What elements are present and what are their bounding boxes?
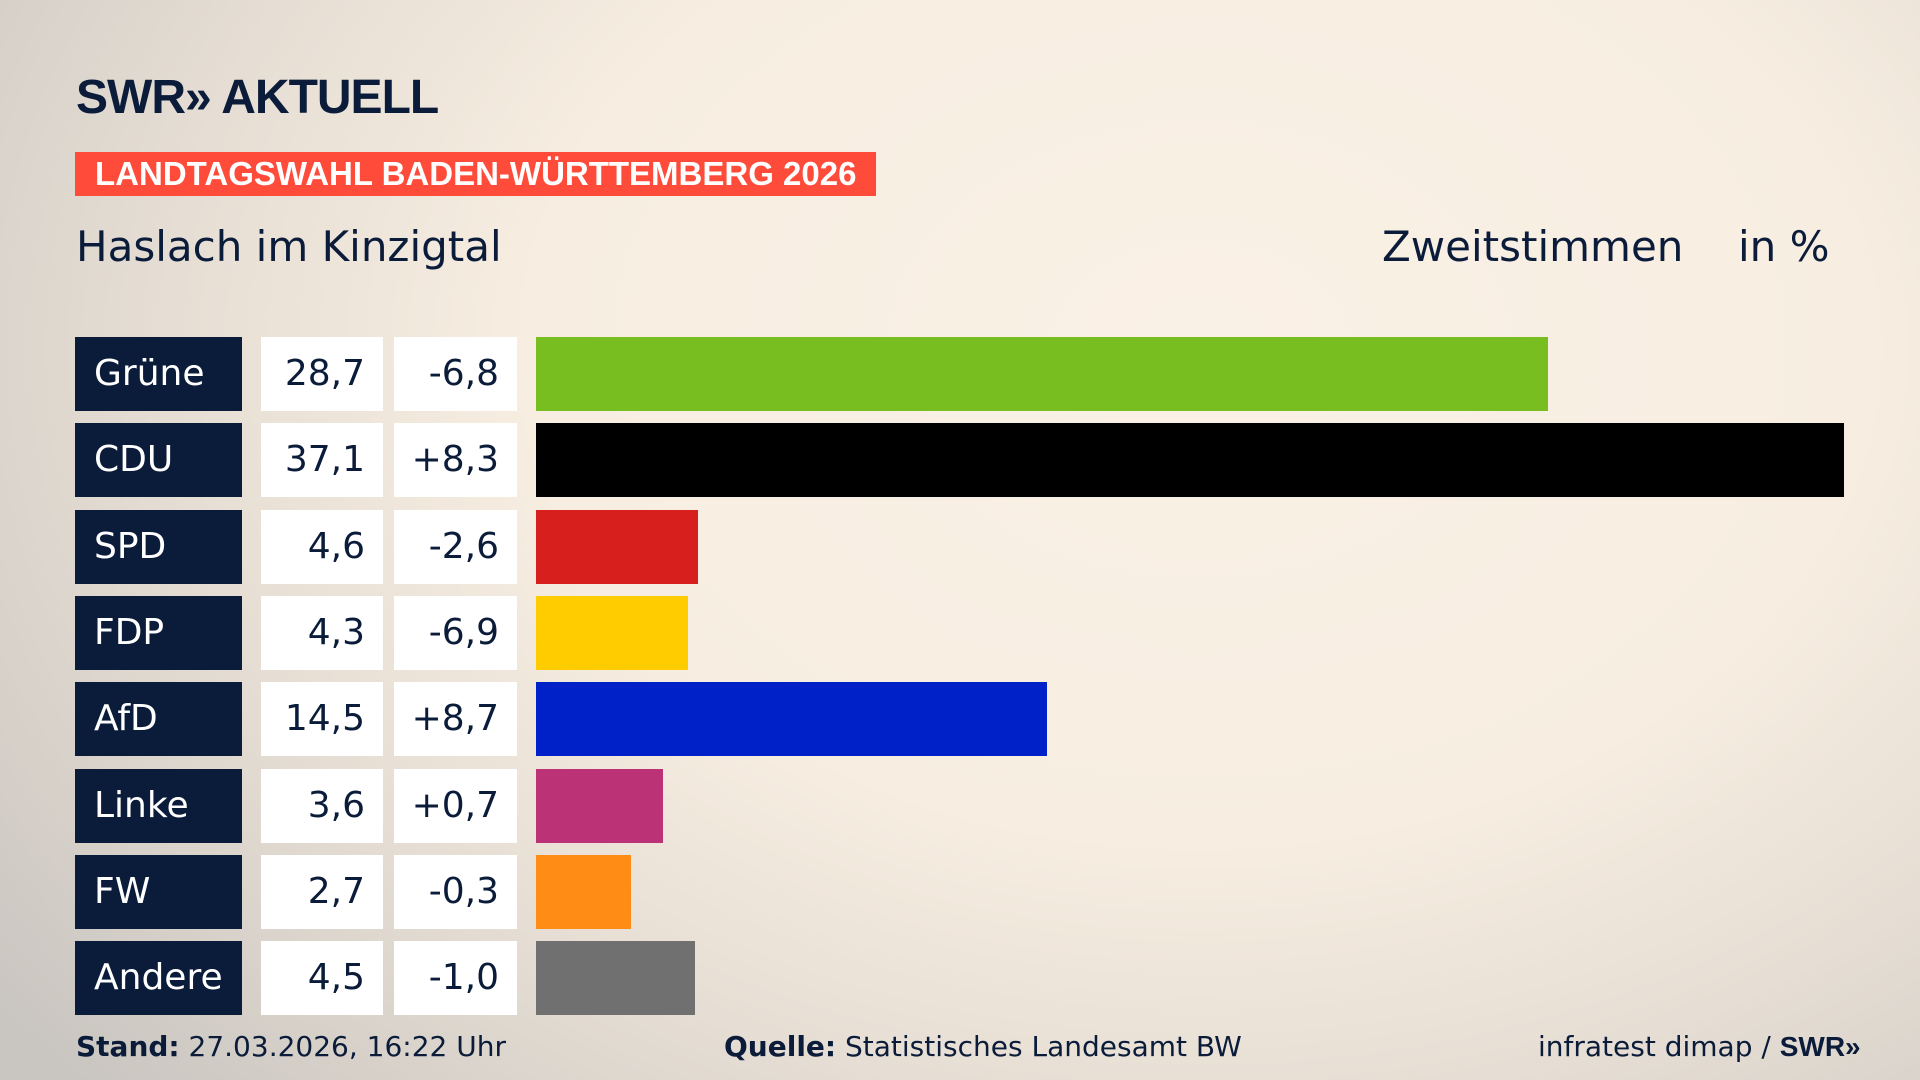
value-label: 14,5	[261, 682, 383, 757]
party-label: CDU	[75, 423, 242, 498]
election-banner: LANDTAGSWAHL BADEN-WÜRTTEMBERG 2026	[75, 152, 877, 196]
party-label: AfD	[75, 682, 242, 757]
bar-cdu	[536, 423, 1844, 498]
bar-linke	[536, 768, 663, 843]
party-label: Grüne	[75, 337, 242, 411]
credit: infratest dimap / SWR»	[1538, 1030, 1861, 1063]
party-label: Andere	[75, 941, 242, 1016]
stand-label: Stand:	[76, 1030, 180, 1063]
bar-afd	[536, 682, 1048, 757]
bar-spd	[536, 509, 699, 584]
bar-fw	[536, 854, 632, 929]
party-row: CDU 37,1 +8,3	[0, 423, 1920, 498]
timestamp: Stand: 27.03.2026, 16:22 Uhr	[76, 1030, 506, 1063]
party-label: FDP	[75, 595, 242, 670]
change-label: -0,3	[394, 854, 517, 929]
credit-text: infratest dimap /	[1538, 1030, 1780, 1063]
value-label: 4,6	[261, 509, 383, 584]
bar-fdp	[536, 595, 688, 670]
value-label: 4,5	[261, 941, 383, 1016]
party-row: AfD 14,5 +8,7	[0, 682, 1920, 757]
party-row: FDP 4,3 -6,9	[0, 595, 1920, 670]
swr-logo: SWR»	[1779, 1031, 1861, 1062]
source-value: Statistisches Landesamt BW	[845, 1030, 1242, 1063]
value-label: 3,6	[261, 768, 383, 843]
party-label: Linke	[75, 768, 242, 843]
region-title: Haslach im Kinzigtal	[76, 222, 502, 271]
value-label: 28,7	[261, 337, 383, 411]
unit-label: in %	[1738, 222, 1830, 271]
value-label: 2,7	[261, 854, 383, 929]
vote-type: Zweitstimmen	[1382, 222, 1684, 271]
change-label: -6,8	[394, 337, 517, 411]
change-label: +8,3	[394, 423, 517, 498]
stand-value: 27.03.2026, 16:22 Uhr	[188, 1030, 506, 1063]
change-label: -2,6	[394, 509, 517, 584]
party-label: FW	[75, 854, 242, 929]
source: Quelle: Statistisches Landesamt BW	[724, 1030, 1242, 1063]
party-row: Grüne 28,7 -6,8	[0, 337, 1920, 411]
change-label: +8,7	[394, 682, 517, 757]
value-label: 4,3	[261, 595, 383, 670]
party-row: FW 2,7 -0,3	[0, 854, 1920, 929]
change-label: -1,0	[394, 941, 517, 1016]
value-label: 37,1	[261, 423, 383, 498]
bar-andere	[536, 941, 695, 1016]
source-label: Quelle:	[724, 1030, 837, 1063]
change-label: -6,9	[394, 595, 517, 670]
bar-grüne	[536, 337, 1548, 411]
party-label: SPD	[75, 509, 242, 584]
party-row: Linke 3,6 +0,7	[0, 768, 1920, 843]
party-row: SPD 4,6 -2,6	[0, 509, 1920, 584]
change-label: +0,7	[394, 768, 517, 843]
swr-aktuell-logo: SWR» AKTUELL	[76, 71, 439, 124]
party-row: Andere 4,5 -1,0	[0, 941, 1920, 1016]
